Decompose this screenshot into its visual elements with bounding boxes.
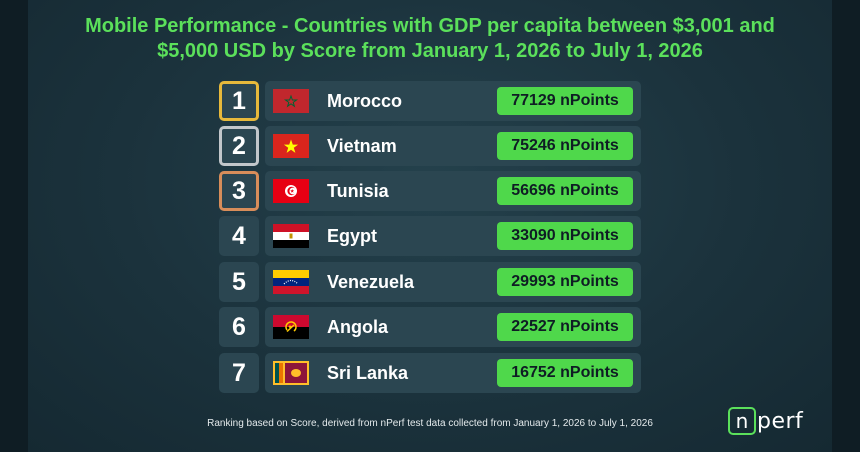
ranking-row: 4 Egypt 33090 nPoints — [219, 216, 641, 256]
rank-badge: 5 — [219, 262, 259, 302]
rank-badge: 2 — [219, 126, 259, 166]
logo-text: perf — [757, 408, 804, 434]
country-name: Venezuela — [327, 272, 415, 292]
ranking-row: 6 Angola 22527 nPoints — [219, 307, 641, 347]
score-badge: 75246 nPoints — [497, 132, 633, 160]
rank-badge: 1 — [219, 81, 259, 121]
rank-badge: 4 — [219, 216, 259, 256]
ranking-bar: Morocco 77129 nPoints — [265, 81, 641, 121]
ranking-bar: Tunisia 56696 nPoints — [265, 171, 641, 211]
country-name: Vietnam — [327, 136, 397, 156]
ranking-bar: Egypt 33090 nPoints — [265, 216, 641, 256]
vietnam-flag-icon — [273, 134, 309, 158]
nperf-logo: n perf — [728, 406, 803, 436]
logo-mark: n — [728, 407, 756, 435]
score-badge: 77129 nPoints — [497, 87, 633, 115]
ranking-bar: Vietnam 75246 nPoints — [265, 126, 641, 166]
score-badge: 33090 nPoints — [497, 222, 633, 250]
tunisia-flag-icon — [273, 179, 309, 203]
rank-badge: 6 — [219, 307, 259, 347]
morocco-flag-icon — [273, 89, 309, 113]
rank-badge: 3 — [219, 171, 259, 211]
angola-flag-icon — [273, 315, 309, 339]
ranking-row: 3 Tunisia 56696 nPoints — [219, 171, 641, 211]
country-name: Tunisia — [327, 181, 389, 201]
ranking-row: 1 Morocco 77129 nPoints — [219, 81, 641, 121]
footnote: Ranking based on Score, derived from nPe… — [207, 418, 653, 429]
ranking-card: Mobile Performance - Countries with GDP … — [28, 0, 832, 452]
score-badge: 16752 nPoints — [497, 359, 633, 387]
ranking-row: 5 Venezuela 29993 nPoints — [219, 262, 641, 302]
ranking-row: 7 Sri Lanka 16752 nPoints — [219, 353, 641, 393]
sri-lanka-flag-icon — [273, 361, 309, 385]
country-name: Morocco — [327, 91, 403, 111]
egypt-flag-icon — [273, 224, 309, 248]
rank-badge: 7 — [219, 353, 259, 393]
ranking-row: 2 Vietnam 75246 nPoints — [219, 126, 641, 166]
ranking-bar: Venezuela 29993 nPoints — [265, 262, 641, 302]
ranking-bar: Sri Lanka 16752 nPoints — [265, 353, 641, 393]
score-badge: 56696 nPoints — [497, 177, 633, 205]
country-name: Egypt — [327, 226, 378, 246]
score-badge: 29993 nPoints — [497, 268, 633, 296]
country-name: Angola — [327, 317, 388, 337]
ranking-bar: Angola 22527 nPoints — [265, 307, 641, 347]
venezuela-flag-icon — [273, 270, 309, 294]
country-name: Sri Lanka — [327, 363, 409, 383]
score-badge: 22527 nPoints — [497, 313, 633, 341]
page-title: Mobile Performance - Countries with GDP … — [85, 15, 775, 62]
